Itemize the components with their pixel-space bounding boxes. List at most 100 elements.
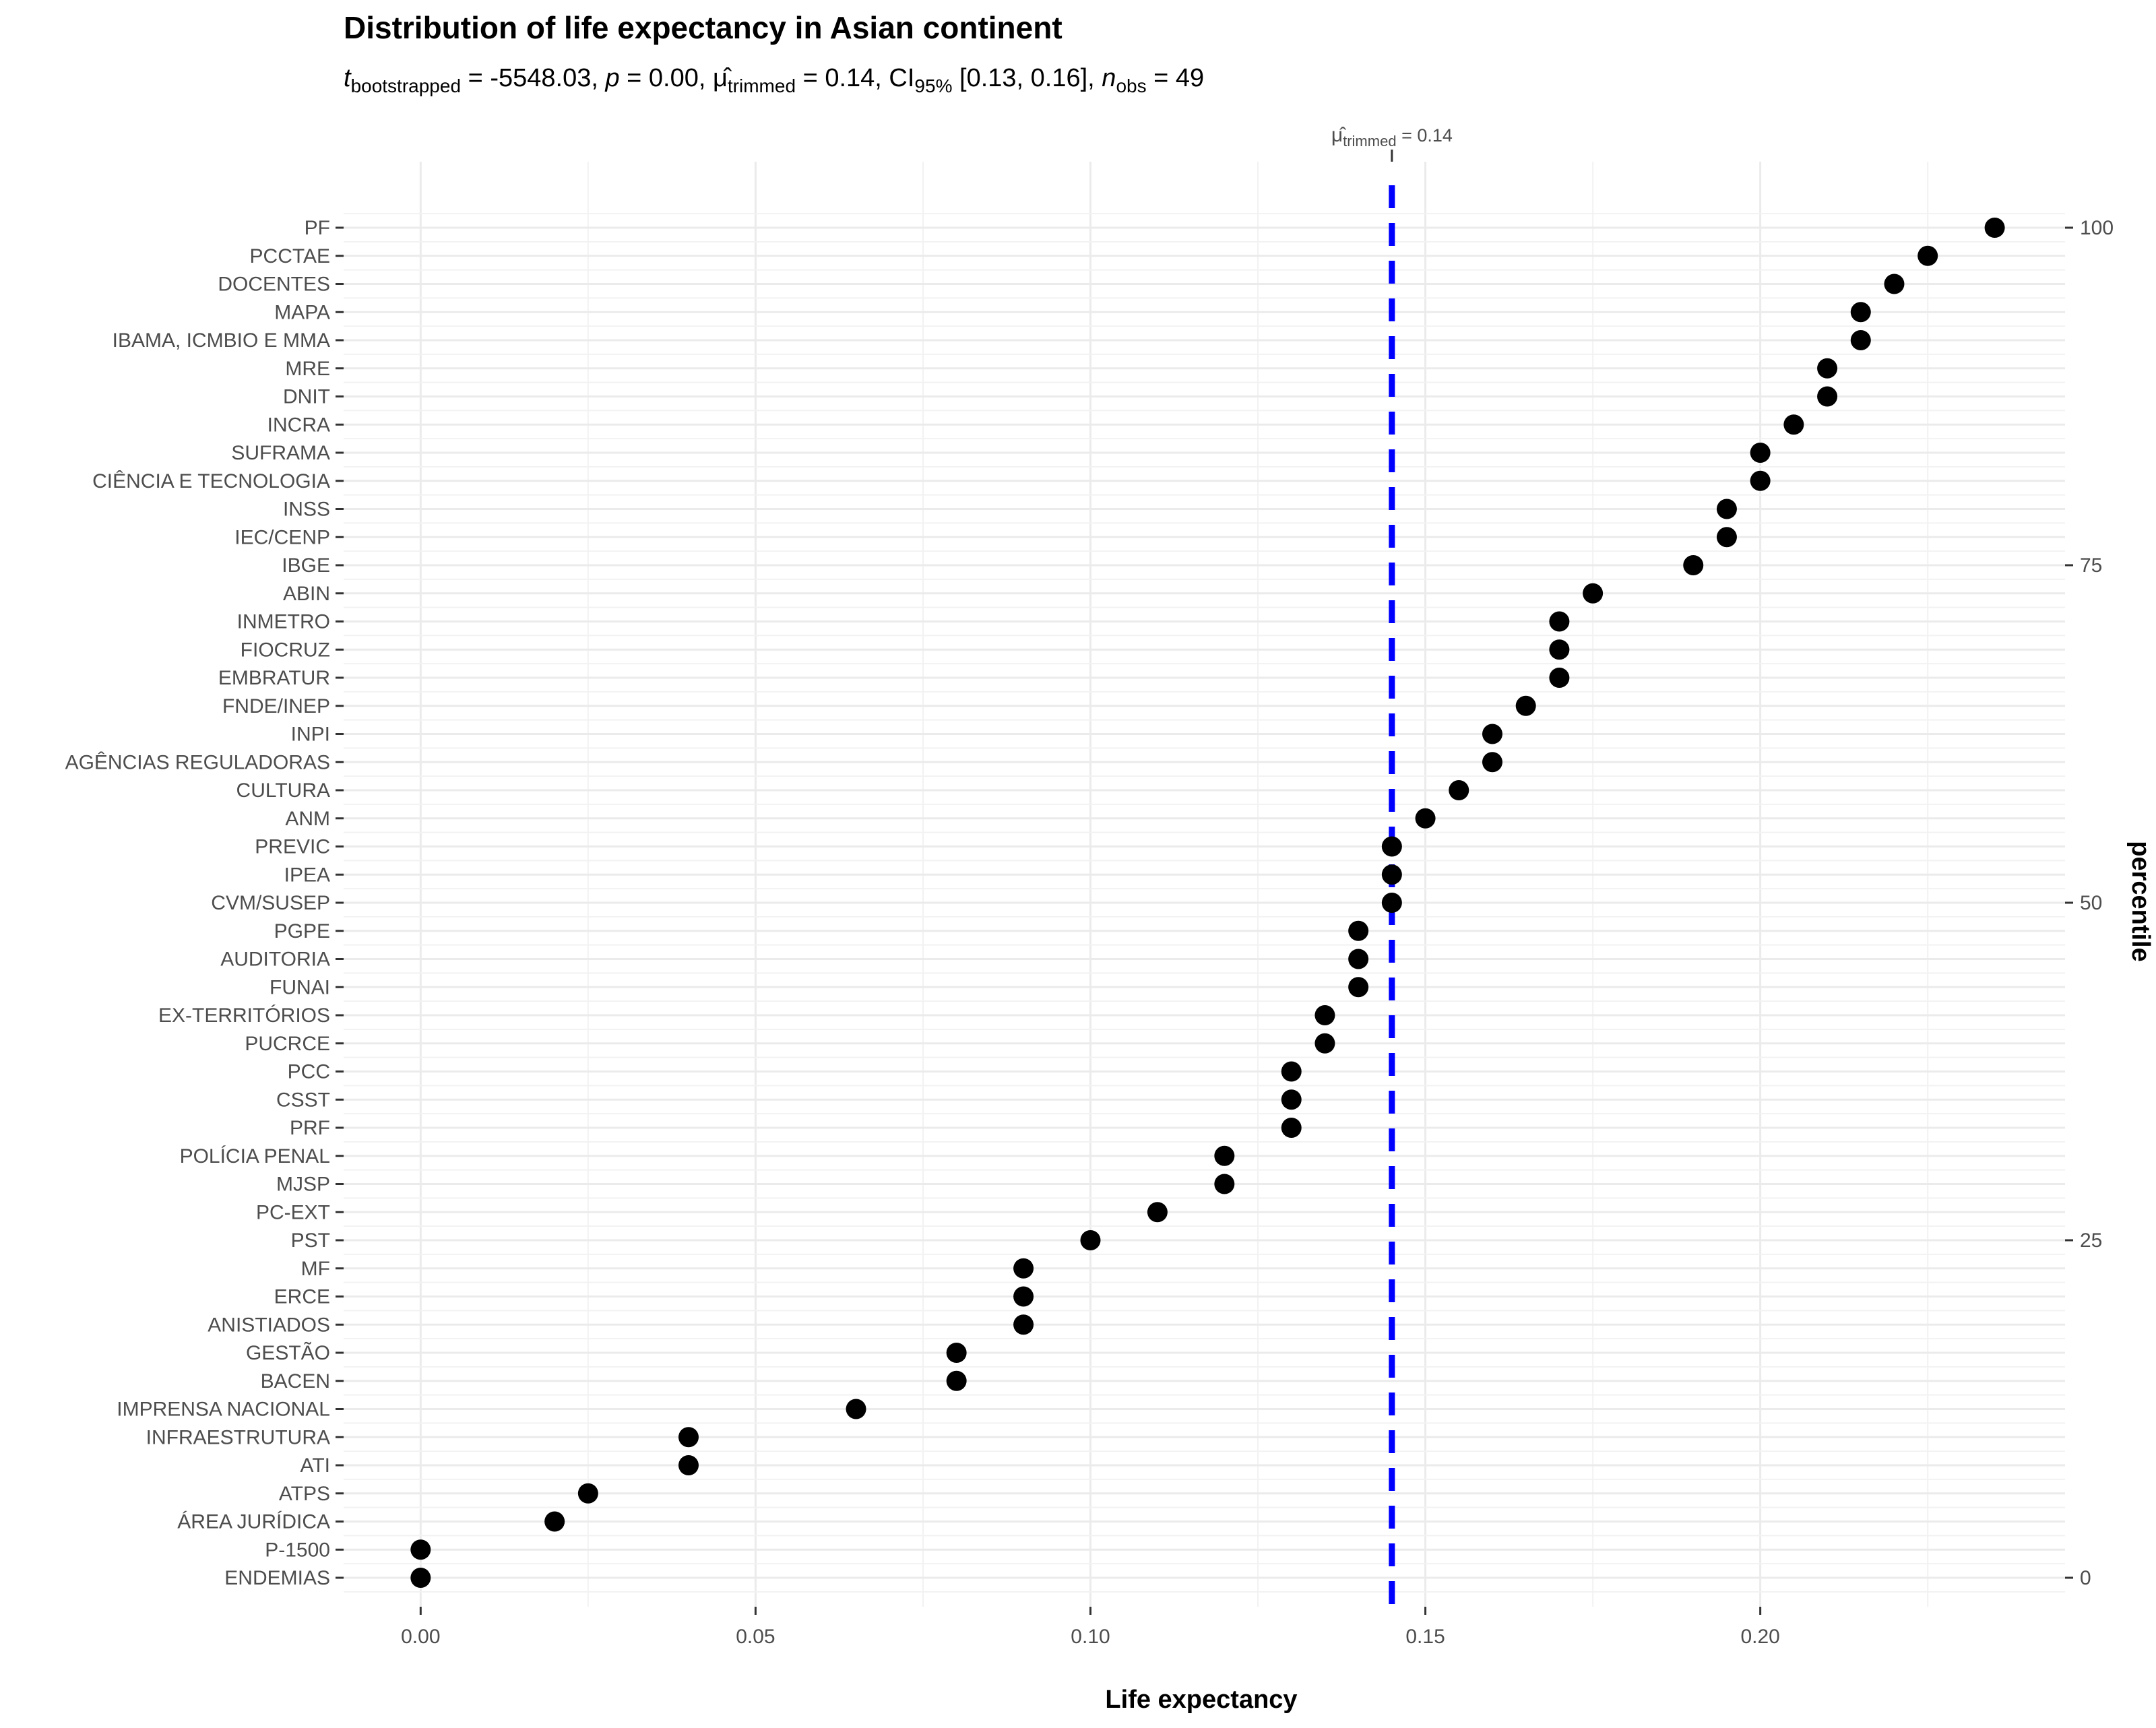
data-point xyxy=(577,1483,598,1504)
y-tick-label: CIÊNCIA E TECNOLOGIA xyxy=(92,470,330,492)
data-point xyxy=(1314,1033,1335,1054)
y-tick-label: FIOCRUZ xyxy=(241,639,330,661)
y-tick-label: PCC xyxy=(288,1061,330,1083)
subtitle-mu-sub: trimmed xyxy=(728,75,796,96)
percentile-tick-label: 0 xyxy=(2080,1567,2091,1589)
y-axis-percentile: 0 25 50 75 100 xyxy=(2065,217,2114,1589)
x-tick-label: 0.00 xyxy=(401,1626,440,1648)
data-point xyxy=(1381,836,1402,857)
data-point xyxy=(1214,1145,1235,1166)
data-point xyxy=(1817,358,1838,379)
x-tick-label: 0.05 xyxy=(736,1626,775,1648)
data-point xyxy=(1984,218,2005,238)
data-point xyxy=(946,1370,967,1391)
y-tick-label: PRF xyxy=(290,1117,330,1139)
y-tick-label: ÁREA JURÍDICA xyxy=(177,1511,330,1533)
y-tick-label: IBGE xyxy=(282,554,330,577)
data-point xyxy=(1281,1118,1302,1138)
y-tick-label: PST xyxy=(291,1229,330,1252)
y-tick-label: DNIT xyxy=(283,386,330,408)
data-point xyxy=(1013,1286,1034,1307)
y-tick-label: EX-TERRITÓRIOS xyxy=(158,1004,330,1027)
data-point xyxy=(1683,555,1704,575)
x-axis-title: Life expectancy xyxy=(1105,1686,1297,1714)
data-point xyxy=(1716,527,1737,548)
data-point xyxy=(1817,386,1838,407)
data-point xyxy=(410,1568,431,1588)
subtitle-n-label: n xyxy=(1102,64,1116,92)
data-point xyxy=(1716,499,1737,519)
chart-title: Distribution of life expectancy in Asian… xyxy=(344,10,1063,45)
y-tick-label: CVM/SUSEP xyxy=(211,892,330,914)
y-tick-label: MRE xyxy=(285,358,330,380)
data-point xyxy=(1750,443,1771,463)
data-point xyxy=(1549,611,1570,632)
y-tick-label: ENDEMIAS xyxy=(224,1567,330,1589)
data-point xyxy=(1917,245,1938,266)
data-point xyxy=(1314,1005,1335,1025)
y-tick-label: FNDE/INEP xyxy=(222,695,330,717)
data-point xyxy=(1515,695,1536,716)
data-point xyxy=(1013,1258,1034,1279)
y-tick-label: GESTÃO xyxy=(246,1341,330,1364)
y-tick-label: CULTURA xyxy=(236,779,330,802)
y-tick-label: INPI xyxy=(291,724,330,746)
data-point xyxy=(544,1511,565,1532)
percentile-tick-label: 25 xyxy=(2080,1229,2102,1252)
data-point xyxy=(1013,1314,1034,1335)
data-point xyxy=(1147,1202,1168,1223)
y-tick-label: AUDITORIA xyxy=(220,949,330,971)
subtitle-ci-sub: 95% xyxy=(914,75,952,96)
percentile-tick-label: 50 xyxy=(2080,892,2102,914)
points-layer xyxy=(410,218,2005,1588)
y-tick-label: SUFRAMA xyxy=(231,442,330,464)
data-point xyxy=(410,1539,431,1560)
y-tick-label: BACEN xyxy=(261,1370,330,1393)
y-tick-label: IBAMA, ICMBIO E MMA xyxy=(113,329,330,352)
y-tick-label: MAPA xyxy=(274,301,330,323)
reference-line-label: μ̂trimmed = 0.14 xyxy=(1331,124,1453,150)
percentile-axis-title: percentile xyxy=(2126,841,2155,962)
y-tick-label: FUNAI xyxy=(270,976,330,998)
x-tick-label: 0.15 xyxy=(1405,1626,1445,1648)
subtitle-n-sub: obs xyxy=(1116,75,1146,96)
data-point xyxy=(1583,583,1604,604)
data-point xyxy=(1449,780,1469,800)
subtitle-p-value: = 0.00, xyxy=(620,64,713,92)
y-tick-label: INFRAESTRUTURA xyxy=(146,1426,330,1448)
data-point xyxy=(1783,414,1804,435)
percentile-tick-label: 75 xyxy=(2080,554,2102,577)
y-tick-label: ANM xyxy=(285,808,330,830)
y-tick-label: IPEA xyxy=(284,864,330,886)
y-tick-label: ERCE xyxy=(274,1286,330,1308)
data-point xyxy=(946,1343,967,1363)
y-tick-label: PGPE xyxy=(274,920,330,942)
data-point xyxy=(1080,1230,1101,1250)
subtitle-ci-value: [0.13, 0.16], xyxy=(952,64,1102,92)
y-tick-label: POLÍCIA PENAL xyxy=(180,1145,330,1167)
data-point xyxy=(678,1427,699,1448)
y-tick-label: ANISTIADOS xyxy=(208,1314,330,1336)
data-point xyxy=(1482,724,1502,744)
data-point xyxy=(678,1455,699,1475)
subtitle-mu-value: = 0.14, CI xyxy=(796,64,914,92)
y-tick-label: IMPRENSA NACIONAL xyxy=(117,1399,330,1421)
y-tick-label: ATI xyxy=(300,1454,330,1477)
subtitle-t-sub: bootstrapped xyxy=(351,75,461,96)
y-tick-label: PF xyxy=(305,217,330,239)
data-point xyxy=(1549,668,1570,688)
data-point xyxy=(1214,1174,1235,1194)
ref-label-value: = 0.14 xyxy=(1397,125,1453,146)
percentile-tick-label: 100 xyxy=(2080,217,2114,239)
data-point xyxy=(1549,639,1570,660)
y-tick-label: EMBRATUR xyxy=(218,667,330,689)
data-point xyxy=(1884,274,1905,294)
y-tick-label: ABIN xyxy=(283,583,330,605)
data-point xyxy=(1281,1089,1302,1110)
y-tick-label: ATPS xyxy=(279,1483,330,1505)
y-tick-label: PREVIC xyxy=(255,836,330,858)
data-point xyxy=(1381,864,1402,885)
y-tick-label: MJSP xyxy=(276,1174,330,1196)
